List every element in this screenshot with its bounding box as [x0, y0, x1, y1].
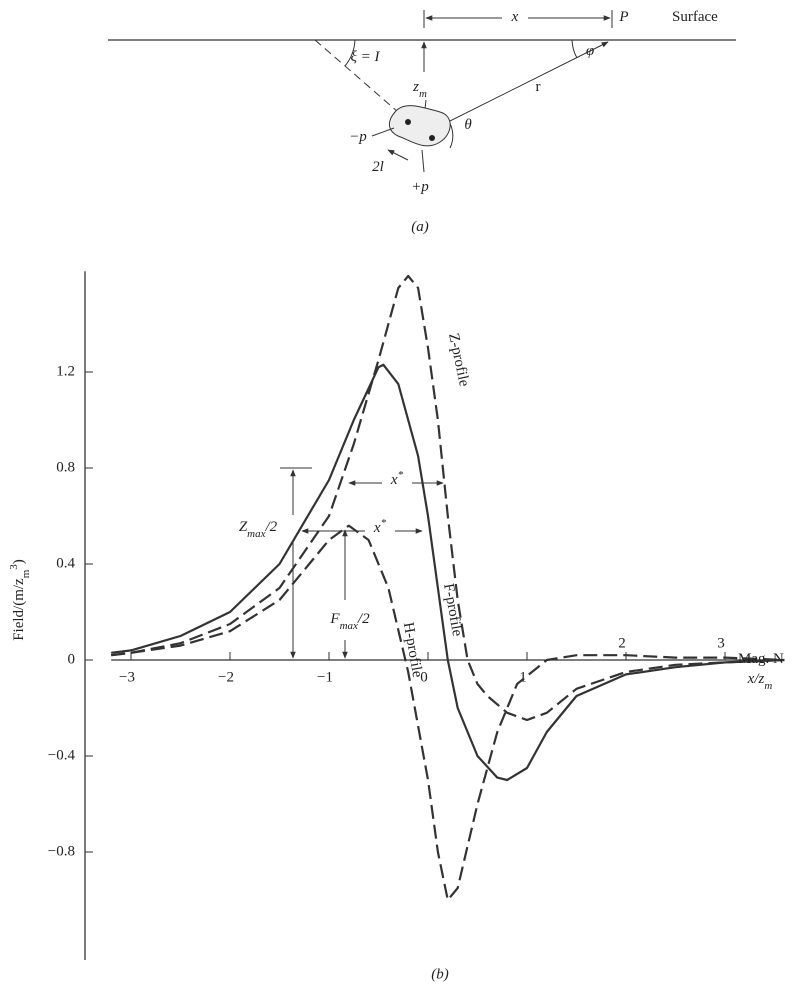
x-axis-label-part: x [747, 671, 755, 687]
series-line [111, 363, 785, 782]
y-tick-label: 0.4 [56, 555, 75, 571]
diagram-label-part: +p [411, 179, 429, 195]
angle-arc [344, 39, 356, 67]
y-axis-label-part: 3 [8, 564, 20, 570]
leader [371, 127, 395, 137]
annotation-part: Z [239, 519, 248, 535]
x-tick-label: 2 [618, 635, 626, 651]
diagram-label: φ [586, 43, 594, 59]
chart-annotation-lines [280, 467, 444, 659]
diagram-label-part: −p [349, 129, 367, 145]
annotation: Zmax/2 [239, 519, 278, 539]
x-tick-label: −1 [317, 669, 333, 685]
annotation: x* [373, 517, 387, 537]
annotation-part: /2 [265, 519, 278, 535]
y-axis-label-part: Field/(m/z [11, 578, 27, 641]
x-tick-label: −3 [119, 669, 135, 685]
annotation-part: F [329, 611, 340, 627]
diagram-label: x [511, 9, 519, 25]
y-tick-label: −0.8 [48, 843, 75, 859]
angle-arc [571, 39, 578, 59]
annotation: Fmax/2 [329, 611, 370, 631]
diagram-label: zm [412, 79, 427, 99]
caption: (b) [431, 966, 449, 982]
y-tick-label: 0 [68, 651, 76, 667]
diagram-label-part: θ [464, 117, 472, 133]
y-tick-label: −0.4 [48, 747, 76, 763]
x-tick-label: 3 [717, 635, 725, 651]
annotation: x* [390, 469, 404, 489]
leader [421, 149, 425, 173]
inclination-line [314, 39, 406, 119]
x-tick-label: 0 [420, 669, 428, 685]
x-tick-label: −2 [218, 669, 234, 685]
diagram-label: +p [411, 179, 429, 195]
diagram-label: P [618, 9, 628, 25]
dim-arrow [387, 149, 409, 161]
annotation-part: Mag. N [738, 651, 784, 667]
annotation-part: max [247, 528, 265, 540]
annotation-part: /2 [357, 611, 370, 627]
y-axis-label: Field/(m/zm3) [8, 559, 32, 641]
diagram-label: ξ = I [350, 49, 380, 65]
x-axis-label: x/zm [747, 671, 773, 691]
annotation-part: * [381, 517, 387, 529]
y-axis-label-part: m [20, 569, 32, 578]
series-label: Z-profile [445, 332, 472, 389]
diagram-label: θ [464, 117, 472, 133]
series-line [111, 524, 785, 902]
annotation-part: x [390, 472, 398, 488]
diagram-label-part: m [419, 88, 427, 100]
diagram-label-part: φ [586, 43, 594, 59]
diagram [108, 10, 736, 173]
diagram-label-part: x [511, 9, 519, 25]
diagram-label-part: (a) [411, 219, 429, 235]
y-tick-label: 0.8 [56, 459, 75, 475]
diagram-label: 2l [372, 159, 384, 175]
x-axis-label-part: m [764, 680, 772, 692]
diagram-label-part: Surface [672, 9, 718, 25]
r-line [435, 41, 609, 129]
series-line [111, 274, 785, 722]
diagram-label-part: P [618, 9, 628, 25]
y-axis-label-part: ) [11, 559, 27, 564]
y-tick-label: 1.2 [56, 363, 75, 379]
pole [405, 119, 411, 125]
annotation-part: x [373, 520, 381, 536]
diagram-label-part: r [536, 79, 541, 95]
diagram-label: (a) [411, 219, 429, 235]
annotation: Mag. N [738, 651, 784, 667]
body [388, 105, 451, 147]
annotation-part: * [398, 469, 404, 481]
diagram-label-part: ξ = I [350, 49, 380, 65]
annotation-part: max [340, 620, 358, 632]
diagram-label: r [536, 79, 541, 95]
x-tick-label: 1 [519, 669, 527, 685]
diagram-label-part: 2l [372, 159, 384, 175]
diagram-label-part: z [412, 79, 419, 95]
x-axis-label-part: /z [753, 671, 764, 687]
diagram-label: Surface [672, 9, 718, 25]
diagram-label: −p [349, 129, 367, 145]
pole [429, 135, 435, 141]
